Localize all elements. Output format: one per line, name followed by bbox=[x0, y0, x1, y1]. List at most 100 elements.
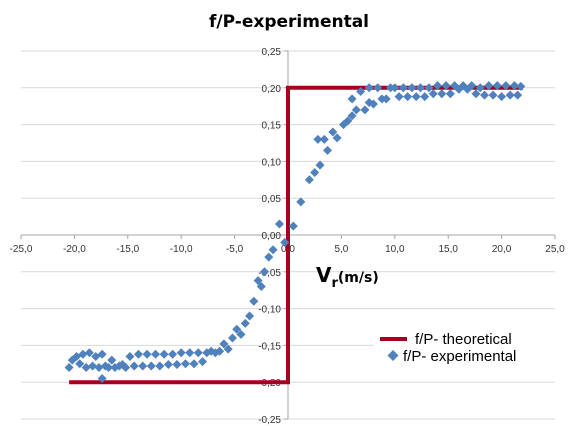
data-point-experimental bbox=[88, 361, 98, 371]
y-tick-label: -0,25 bbox=[258, 415, 281, 426]
legend-label-experimental: f/P- experimental bbox=[403, 348, 516, 365]
data-point-experimental bbox=[81, 362, 91, 372]
data-point-experimental bbox=[129, 361, 139, 371]
data-point-experimental bbox=[288, 221, 298, 231]
data-point-experimental bbox=[253, 276, 263, 286]
data-point-experimental bbox=[260, 267, 270, 277]
data-point-experimental bbox=[107, 355, 117, 365]
y-tick-label: 0,20 bbox=[262, 84, 282, 95]
data-point-experimental bbox=[125, 351, 135, 361]
legend-background bbox=[374, 325, 574, 377]
data-point-experimental bbox=[509, 81, 519, 91]
data-point-experimental bbox=[159, 349, 169, 359]
data-point-experimental bbox=[328, 127, 338, 137]
data-point-experimental bbox=[480, 90, 490, 100]
data-point-experimental bbox=[497, 92, 507, 102]
y-tick-label: 0,10 bbox=[262, 157, 282, 168]
data-point-experimental bbox=[332, 133, 342, 143]
data-point-experimental bbox=[475, 83, 485, 93]
data-point-experimental bbox=[428, 89, 438, 99]
data-point-experimental bbox=[407, 83, 417, 93]
data-point-experimental bbox=[415, 83, 425, 93]
data-point-experimental bbox=[310, 167, 320, 177]
data-point-experimental bbox=[484, 81, 494, 91]
data-point-experimental bbox=[437, 89, 447, 99]
data-point-experimental bbox=[373, 83, 383, 93]
data-point-experimental bbox=[433, 81, 443, 91]
data-point-experimental bbox=[219, 339, 229, 349]
data-point-experimental bbox=[185, 348, 195, 358]
data-point-experimental bbox=[168, 349, 178, 359]
data-point-experimental bbox=[356, 86, 366, 96]
data-point-experimental bbox=[94, 362, 104, 372]
data-point-experimental bbox=[268, 245, 278, 255]
x-axis-label-subscript: r bbox=[331, 276, 338, 291]
data-point-experimental bbox=[315, 160, 325, 170]
data-point-experimental bbox=[121, 362, 131, 372]
data-point-experimental bbox=[471, 89, 481, 99]
x-tick-label: 25,0 bbox=[545, 244, 565, 255]
x-tick-label: 10,0 bbox=[385, 244, 405, 255]
data-point-experimental bbox=[256, 282, 266, 292]
series-layer bbox=[64, 81, 526, 385]
x-tick-label: -15,0 bbox=[116, 244, 139, 255]
data-point-experimental bbox=[146, 361, 156, 371]
data-point-experimental bbox=[347, 111, 357, 121]
data-point-experimental bbox=[347, 94, 357, 104]
data-point-experimental bbox=[274, 219, 284, 229]
data-point-experimental bbox=[313, 134, 323, 144]
x-tick-label: 5,0 bbox=[334, 244, 348, 255]
data-point-experimental bbox=[343, 116, 353, 126]
legend: f/P- theoretical f/P- experimental bbox=[374, 325, 574, 377]
data-point-experimental bbox=[180, 359, 190, 369]
data-point-experimental bbox=[467, 81, 477, 91]
y-tick-label: -0,10 bbox=[258, 305, 281, 316]
data-point-experimental bbox=[227, 333, 237, 343]
data-point-experimental bbox=[245, 311, 255, 321]
data-point-experimental bbox=[163, 360, 173, 370]
data-point-experimental bbox=[441, 81, 451, 91]
data-point-experimental bbox=[176, 348, 186, 358]
legend-label-theoretical: f/P- theoretical bbox=[415, 331, 512, 348]
data-point-experimental bbox=[198, 357, 208, 367]
y-tick-label: 0,05 bbox=[262, 194, 282, 205]
data-point-experimental bbox=[215, 346, 225, 356]
x-tick-label: -25,0 bbox=[10, 244, 33, 255]
x-axis-label-main: V bbox=[316, 263, 332, 287]
data-point-experimental bbox=[319, 134, 329, 144]
data-point-experimental bbox=[155, 361, 165, 371]
data-point-experimental bbox=[240, 318, 250, 328]
data-point-experimental bbox=[193, 348, 203, 358]
data-point-experimental bbox=[236, 329, 246, 339]
x-tick-label: -20,0 bbox=[63, 244, 86, 255]
data-point-experimental bbox=[75, 359, 85, 369]
y-tick-label: 0,00 bbox=[262, 231, 282, 242]
y-tick-label: 0,15 bbox=[262, 121, 282, 132]
data-point-experimental bbox=[501, 81, 511, 91]
data-point-experimental bbox=[249, 296, 259, 306]
data-point-experimental bbox=[97, 349, 107, 359]
data-point-experimental bbox=[424, 83, 434, 93]
data-point-experimental bbox=[381, 94, 391, 104]
data-point-experimental bbox=[351, 105, 361, 115]
data-point-experimental bbox=[280, 237, 290, 247]
data-point-experimental bbox=[445, 89, 455, 99]
legend-marker-swatch bbox=[387, 350, 399, 361]
data-point-experimental bbox=[223, 344, 233, 354]
data-point-experimental bbox=[398, 83, 408, 93]
data-point-experimental bbox=[142, 349, 152, 359]
data-point-experimental bbox=[84, 348, 94, 358]
data-point-experimental bbox=[420, 92, 430, 102]
data-point-experimental bbox=[323, 145, 333, 155]
y-tick-label: -0,05 bbox=[258, 268, 281, 279]
data-point-experimental bbox=[364, 83, 374, 93]
data-point-experimental bbox=[97, 374, 107, 384]
data-point-experimental bbox=[492, 81, 502, 91]
data-point-experimental bbox=[411, 92, 421, 102]
chart-title: f/P-experimental bbox=[209, 12, 369, 32]
x-tick-label: -10,0 bbox=[170, 244, 193, 255]
data-point-experimental bbox=[488, 90, 498, 100]
data-point-experimental bbox=[505, 90, 515, 100]
data-point-experimental bbox=[513, 90, 523, 100]
